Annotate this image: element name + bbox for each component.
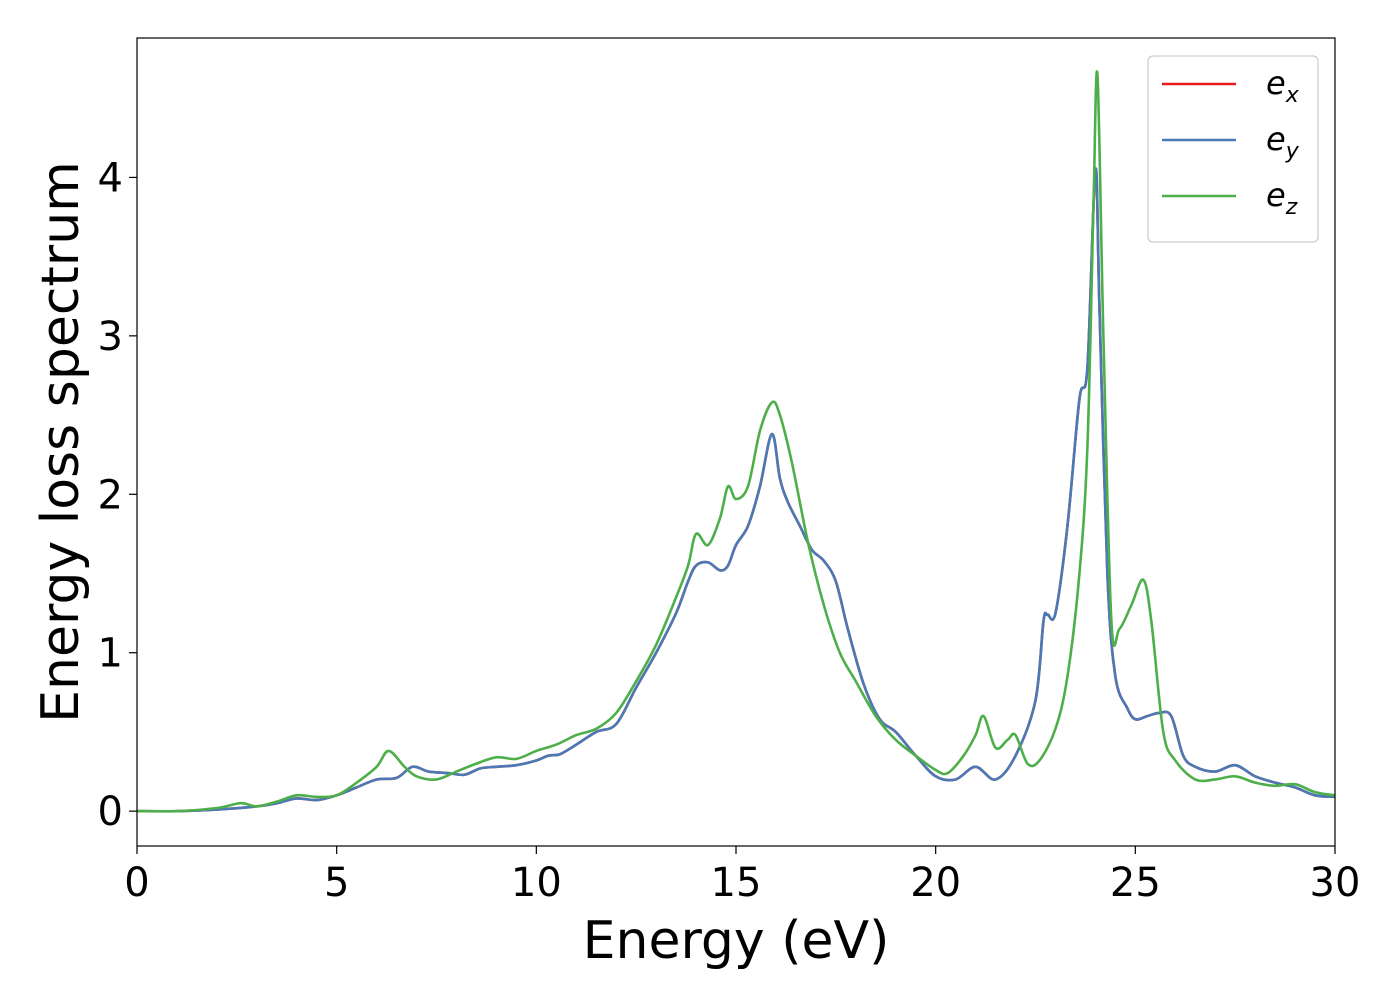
x-tick-label: 0 xyxy=(124,860,149,906)
x-tick-label: 15 xyxy=(711,860,762,906)
legend-label-z: ez xyxy=(1266,176,1298,220)
x-axis: 0 5 10 15 20 25 30 xyxy=(124,846,1360,906)
x-tick-label: 25 xyxy=(1110,860,1161,906)
x-tick-label: 10 xyxy=(511,860,562,906)
legend: ex ey ez xyxy=(1147,55,1319,243)
y-axis-title: Energy loss spectrum xyxy=(31,161,91,723)
legend-label-y: ey xyxy=(1266,120,1300,164)
series-line-z xyxy=(136,70,1336,813)
series-layer xyxy=(136,70,1336,813)
x-tick-label: 5 xyxy=(324,860,349,906)
x-axis-title: Energy (eV) xyxy=(583,911,890,971)
y-tick-label: 2 xyxy=(98,472,123,518)
y-tick-label: 1 xyxy=(98,631,123,677)
x-tick-label: 30 xyxy=(1310,860,1361,906)
y-tick-label: 3 xyxy=(98,314,123,360)
y-tick-label: 0 xyxy=(98,789,123,835)
y-tick-label: 4 xyxy=(98,155,123,201)
y-axis: 0 1 2 3 4 xyxy=(98,155,137,835)
legend-label-x: ex xyxy=(1266,64,1300,108)
x-tick-label: 20 xyxy=(910,860,961,906)
